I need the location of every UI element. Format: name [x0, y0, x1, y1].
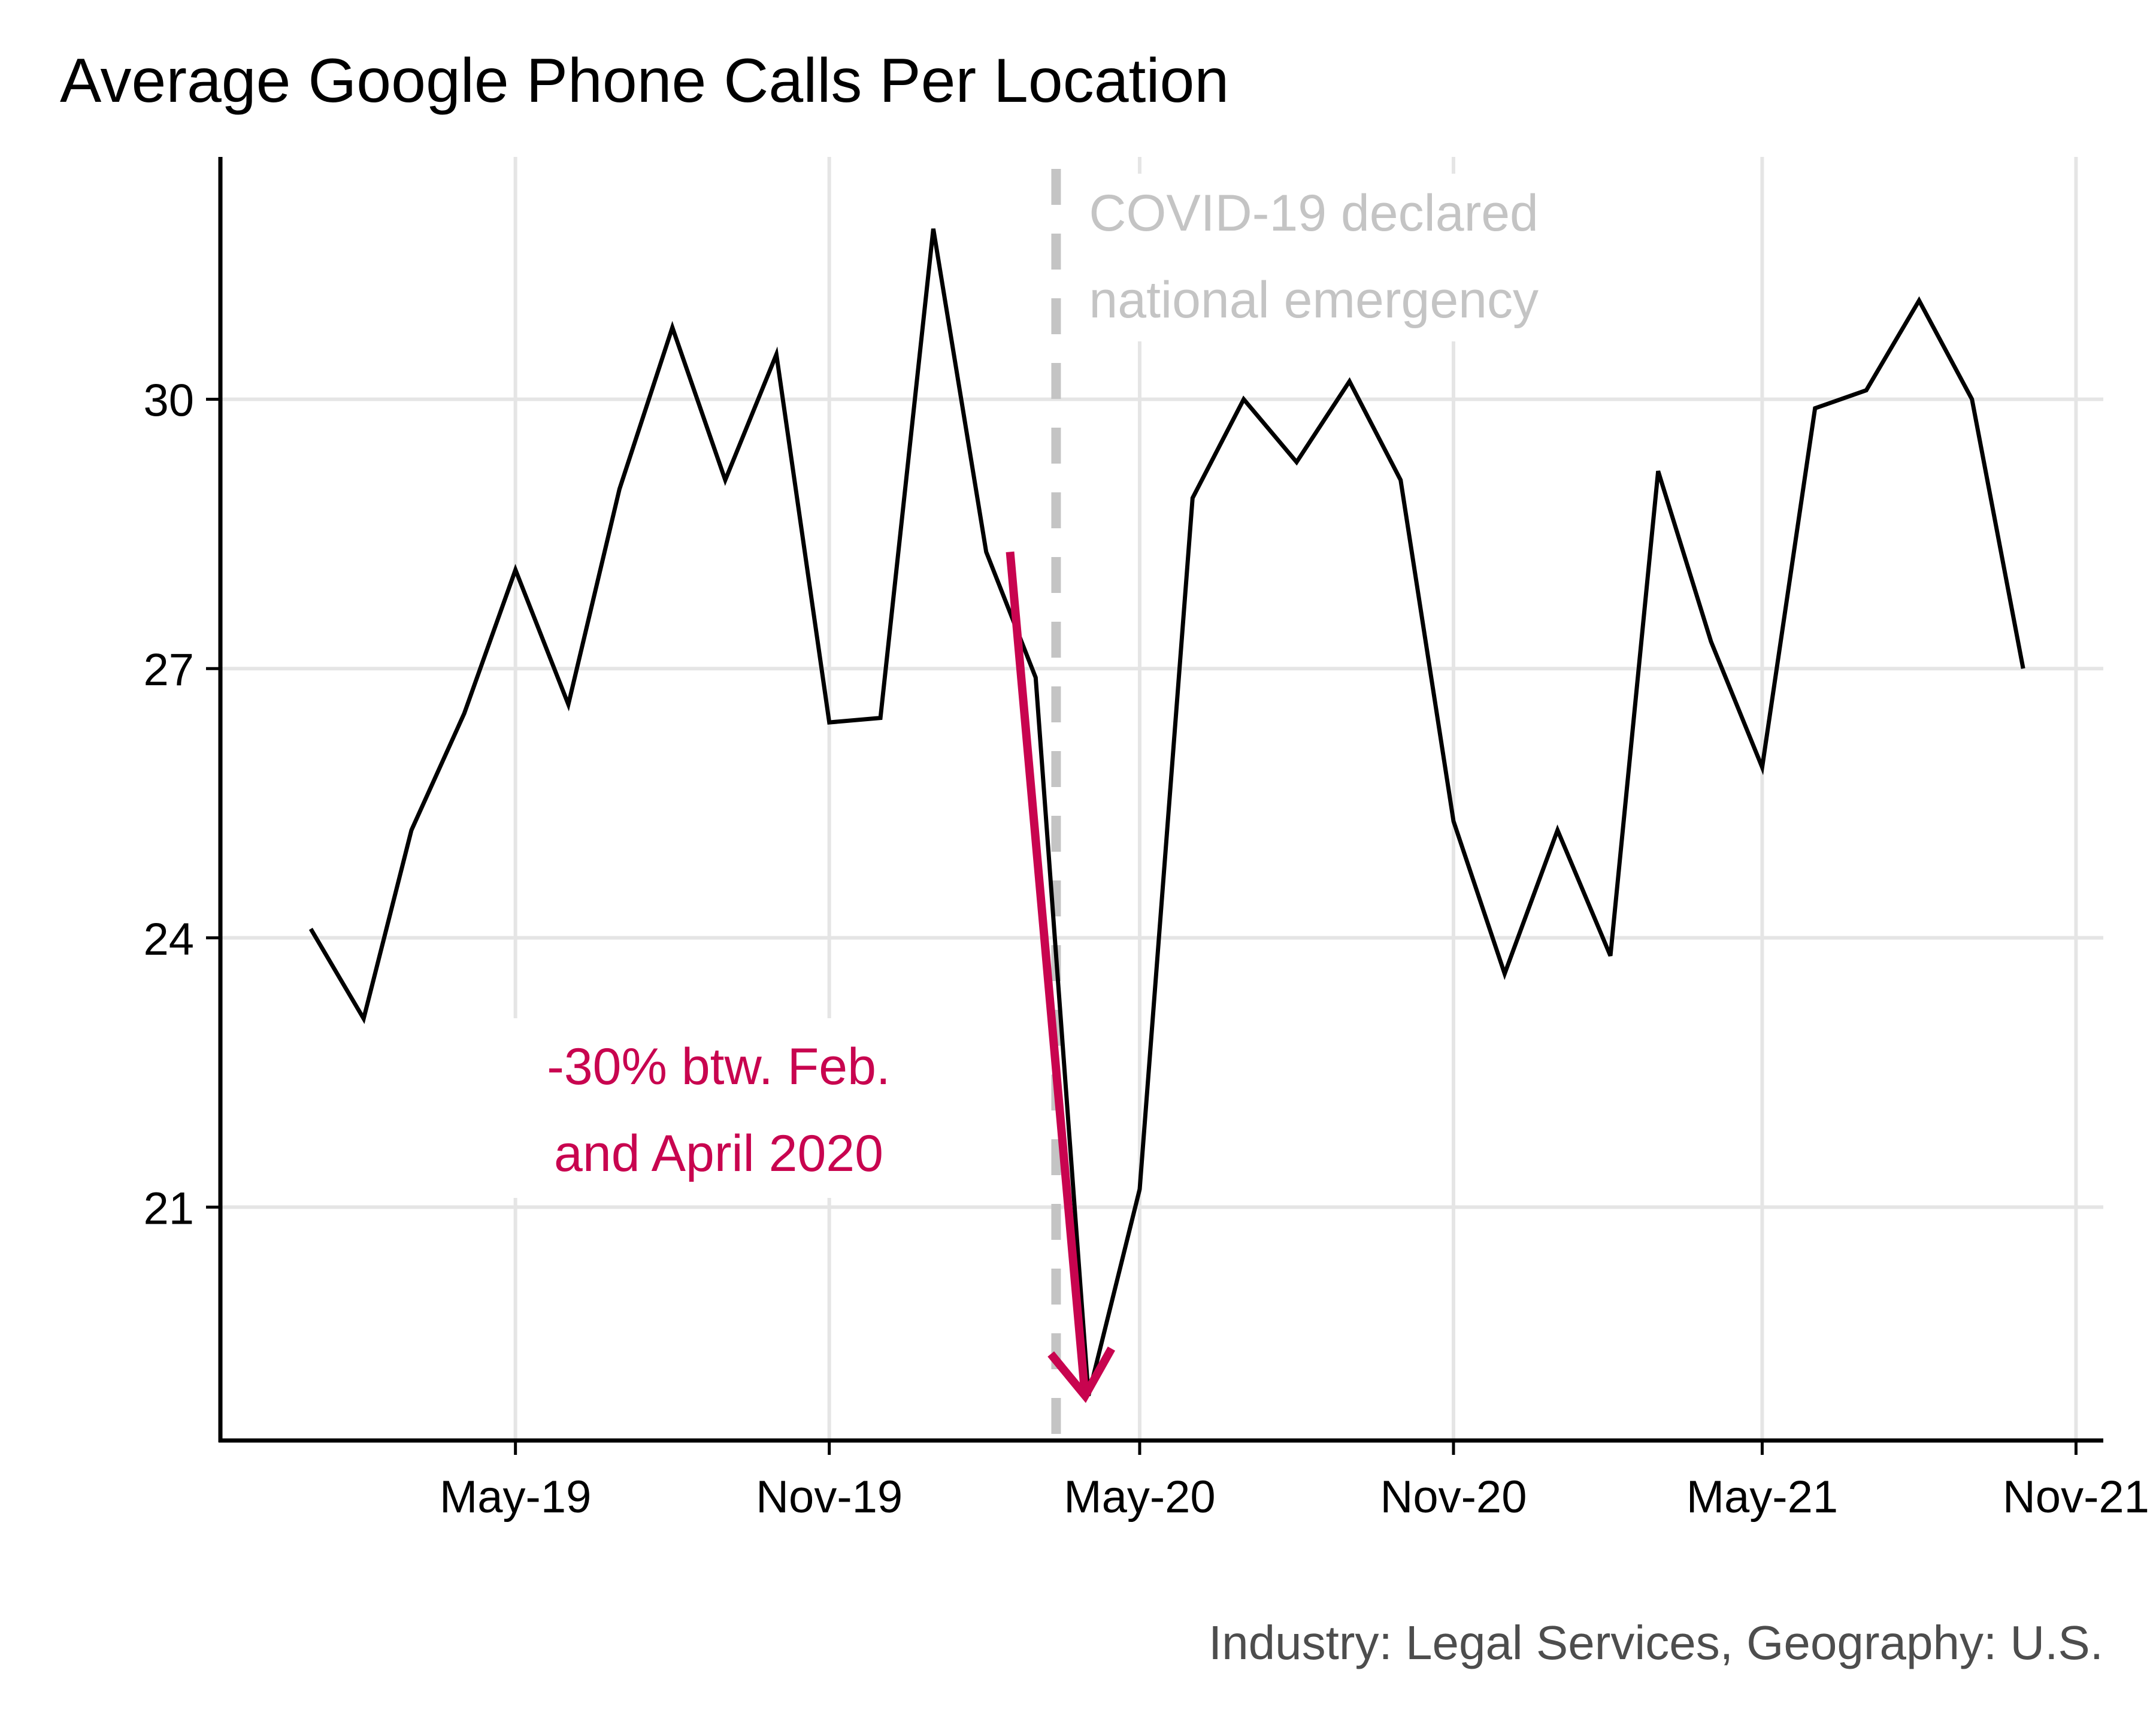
x-tick-label-Nov-20: Nov-20: [1380, 1472, 1527, 1523]
grid: [220, 157, 2103, 1440]
y-tick-label-21: 21: [143, 1183, 194, 1234]
drop-arrow-head: [1047, 1346, 1115, 1403]
axes: 21 24 27 30 May-19 Nov-19 May-20 Nov-20 May-21 No…: [143, 157, 2149, 1523]
y-tick-label-24: 24: [143, 914, 194, 965]
series-line-0: [308, 228, 2025, 1396]
emergency-label-background: [1077, 174, 1634, 341]
x-tick-label-May-19: May-19: [440, 1472, 591, 1523]
x-tick-label-Nov-21: Nov-21: [2003, 1472, 2149, 1523]
y-tick-label-27: 27: [143, 644, 194, 695]
emergency-label-line2: national emergency: [1089, 271, 1539, 329]
drop-label-line2: and April 2020: [554, 1125, 883, 1182]
y-tick-label-30: 30: [143, 376, 194, 426]
emergency-label-line1: COVID-19 declared: [1089, 184, 1538, 242]
drop-label-background: [485, 1018, 952, 1198]
chart-title: Average Google Phone Calls Per Location: [60, 46, 1229, 116]
annotation-layer: -30% btw. Feb. and April 2020: [485, 551, 1115, 1403]
x-tick-label-Nov-19: Nov-19: [756, 1472, 903, 1523]
series-layer: [308, 228, 2025, 1396]
drop-arrow-shaft: [1006, 551, 1089, 1396]
x-tick-label-May-20: May-20: [1064, 1472, 1215, 1523]
chart-caption: Industry: Legal Services, Geography: U.S…: [1209, 1616, 2103, 1669]
vline-layer: COVID-19 declared national emergency: [1051, 169, 1634, 1440]
drop-label-line1: -30% btw. Feb.: [547, 1038, 891, 1095]
x-tick-label-May-21: May-21: [1686, 1472, 1838, 1523]
